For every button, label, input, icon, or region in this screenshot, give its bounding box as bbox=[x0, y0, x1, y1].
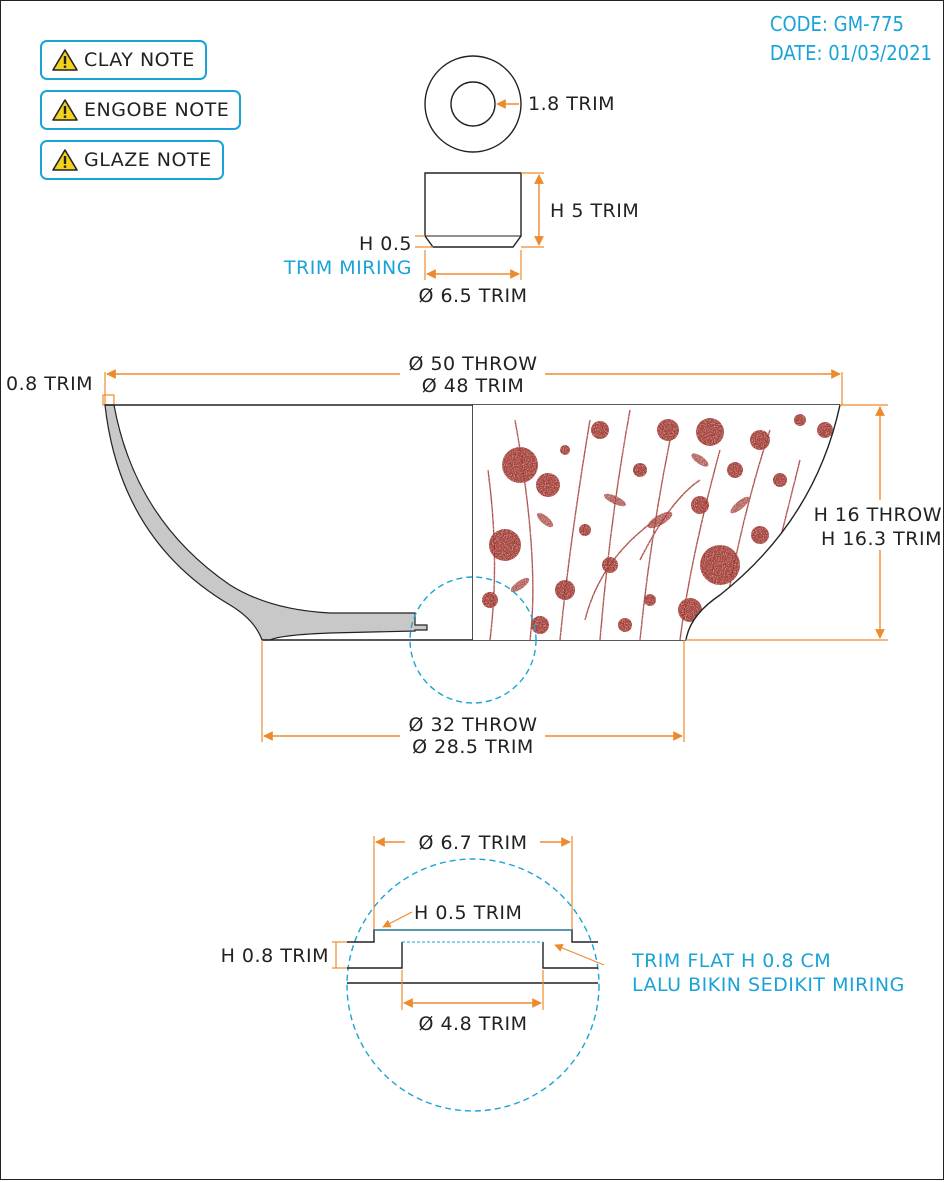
warning-icon bbox=[52, 49, 78, 71]
base-detail: Ø 6.7 TRIM H 0.5 TRIM H 0.8 TRIM TRIM FL… bbox=[221, 832, 905, 1112]
step-height-label: H 0.5 TRIM bbox=[414, 902, 522, 924]
outer-diam-label: Ø 6.7 TRIM bbox=[418, 832, 527, 854]
foot-diam-label: Ø 6.5 TRIM bbox=[418, 285, 527, 307]
note-leader bbox=[554, 943, 605, 966]
trim-note-line2: LALU BIKIN SEDIKIT MIRING bbox=[632, 974, 905, 996]
top-throw-label: Ø 50 THROW bbox=[408, 353, 537, 375]
base-profile-step bbox=[347, 942, 598, 969]
base-throw-label: Ø 32 THROW bbox=[408, 714, 537, 736]
height-dim-label: H 5 TRIM bbox=[550, 200, 639, 222]
step-leader bbox=[382, 911, 413, 928]
ring-dim-label: 1.8 TRIM bbox=[528, 93, 615, 115]
detail-circle bbox=[346, 858, 600, 1112]
warning-icon bbox=[52, 149, 78, 171]
inner-diam-label: Ø 4.8 TRIM bbox=[418, 1013, 527, 1035]
bowl-drawing: Ø 50 THROW Ø 48 TRIM 0.8 TRIM bbox=[6, 353, 942, 758]
bowl-height-trim: H 16.3 TRIM bbox=[821, 528, 942, 550]
top-trim-label: Ø 48 TRIM bbox=[422, 375, 525, 397]
drawing-date: DATE: 01/03/2021 bbox=[769, 41, 932, 65]
flat-height-label: H 0.8 TRIM bbox=[221, 945, 329, 967]
base-profile-top bbox=[347, 929, 598, 943]
trim-note-line1: TRIM FLAT H 0.8 CM bbox=[631, 950, 831, 972]
wall-thickness-label: 0.8 TRIM bbox=[6, 373, 93, 395]
engobe-note-button[interactable]: ENGOBE NOTE bbox=[40, 90, 242, 130]
floral-pattern bbox=[473, 405, 840, 640]
bowl-height-throw: H 16 THROW bbox=[814, 504, 942, 526]
code-block: CODE: GM-775 DATE: 01/03/2021 bbox=[770, 10, 932, 68]
bevel-note: TRIM MIRING bbox=[283, 257, 412, 279]
detail-callout-circle bbox=[409, 576, 537, 704]
bevel-height-label: H 0.5 bbox=[359, 233, 412, 255]
engobe-note-label: ENGOBE NOTE bbox=[84, 99, 230, 121]
bowl-cross-section bbox=[104, 404, 428, 641]
foot-ring-outer bbox=[424, 55, 522, 153]
clay-note-button[interactable]: CLAY NOTE bbox=[40, 40, 207, 80]
foot-detail: 1.8 TRIM H 5 TRIM H 0.5 TRIM MIRING Ø 6.… bbox=[283, 55, 639, 307]
glaze-note-button[interactable]: GLAZE NOTE bbox=[40, 140, 224, 180]
foot-ring-inner bbox=[450, 81, 496, 127]
glaze-note-label: GLAZE NOTE bbox=[84, 149, 212, 171]
clay-note-label: CLAY NOTE bbox=[84, 49, 195, 71]
base-trim-label: Ø 28.5 TRIM bbox=[412, 736, 534, 758]
bowl-outer-profile bbox=[685, 404, 841, 641]
product-code: CODE: GM-775 bbox=[769, 12, 904, 36]
warning-icon bbox=[52, 99, 78, 121]
